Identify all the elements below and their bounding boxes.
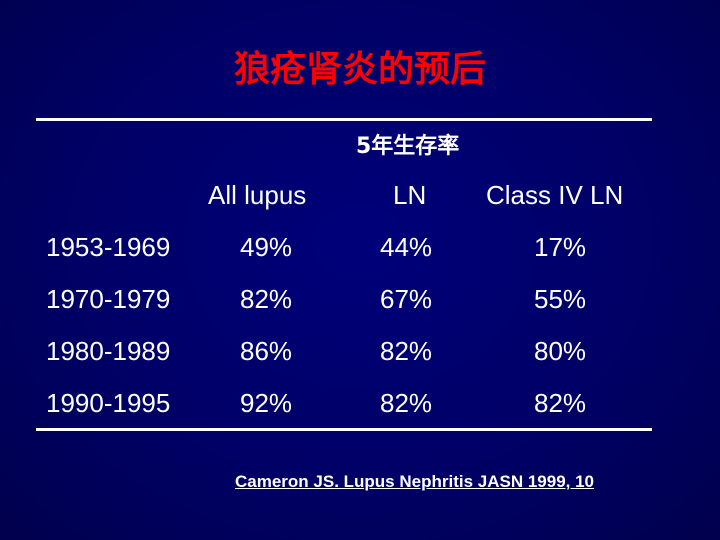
bottom-divider xyxy=(36,428,652,431)
table-caption: 5年生存率 xyxy=(356,134,460,159)
row-period: 1953-1969 xyxy=(46,232,171,262)
citation: Cameron JS. Lupus Nephritis JASN 1999, 1… xyxy=(235,472,595,491)
cell-ln: 67% xyxy=(380,284,433,314)
column-header-class-iv-ln: Class IV LN xyxy=(486,180,624,210)
cell-all-lupus: 82% xyxy=(240,284,293,314)
cell-all-lupus: 92% xyxy=(240,388,293,418)
cell-class-iv-ln: 55% xyxy=(534,284,587,314)
slide-title: 狼疮肾炎的预后 xyxy=(233,49,486,90)
cell-all-lupus: 86% xyxy=(240,336,293,366)
cell-ln: 44% xyxy=(380,232,433,262)
cell-all-lupus: 49% xyxy=(240,232,293,262)
row-period: 1980-1989 xyxy=(46,336,171,366)
cell-class-iv-ln: 17% xyxy=(534,232,587,262)
cell-class-iv-ln: 82% xyxy=(534,388,587,418)
row-period: 1990-1995 xyxy=(46,388,171,418)
cell-ln: 82% xyxy=(380,388,433,418)
cell-class-iv-ln: 80% xyxy=(534,336,587,366)
column-header-all-lupus: All lupus xyxy=(208,180,307,210)
row-period: 1970-1979 xyxy=(46,284,171,314)
column-header-ln: LN xyxy=(393,180,427,210)
top-divider xyxy=(36,118,652,121)
cell-ln: 82% xyxy=(380,336,433,366)
